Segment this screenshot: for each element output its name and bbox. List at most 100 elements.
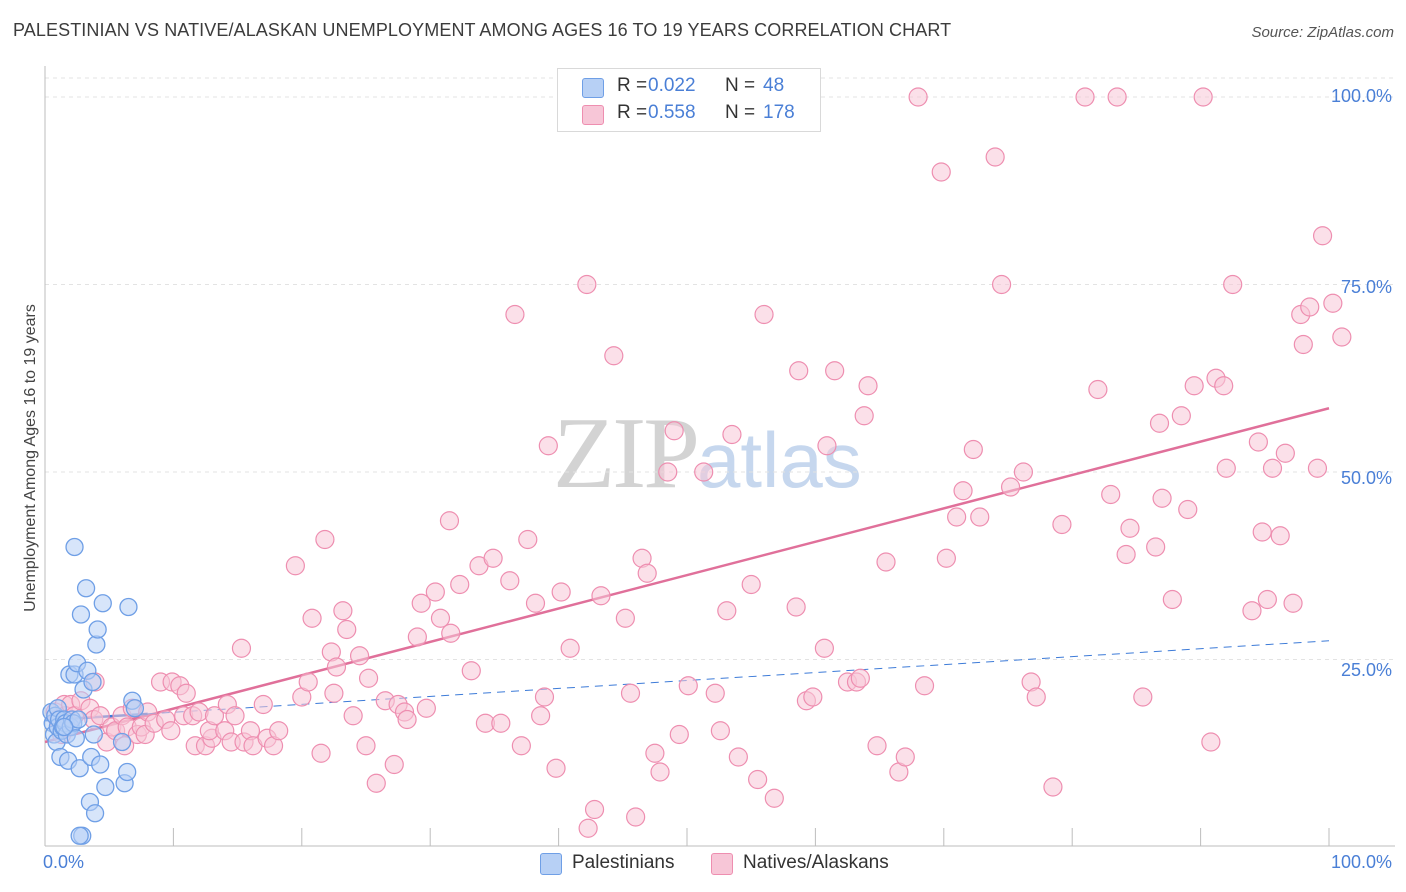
- natives-point: [953, 481, 973, 501]
- natives-point: [531, 706, 551, 726]
- natives-point: [678, 676, 698, 696]
- natives-point: [356, 736, 376, 756]
- palestinians-point: [66, 729, 85, 748]
- palestinians-point: [119, 597, 138, 617]
- natives-point: [1293, 334, 1313, 355]
- palestinians-point: [71, 605, 91, 624]
- natives-point: [1178, 499, 1198, 520]
- bottom-legend-swatch-palestinians: [540, 853, 562, 875]
- palestinians-point: [55, 717, 74, 737]
- natives-point: [1216, 458, 1236, 478]
- natives-point: [311, 743, 331, 763]
- natives-point: [231, 638, 252, 658]
- natives-point: [430, 608, 451, 628]
- natives-point: [1075, 87, 1095, 107]
- correlation-legend: R = 0.022 N = 48 R = 0.558 N = 178: [557, 68, 821, 132]
- natives-point: [876, 552, 896, 572]
- x-tick-label-0: 0.0%: [43, 852, 85, 872]
- natives-point: [225, 706, 245, 726]
- natives-point: [366, 773, 386, 793]
- natives-point: [895, 747, 915, 767]
- natives-point: [754, 304, 774, 325]
- natives-point: [253, 694, 273, 715]
- natives-point: [814, 638, 834, 658]
- natives-point: [384, 754, 404, 775]
- natives-point: [90, 706, 110, 726]
- palestinians-point: [88, 620, 107, 639]
- palestinians-point: [93, 594, 112, 613]
- natives-point: [491, 713, 511, 733]
- natives-point: [534, 687, 555, 707]
- natives-point: [936, 548, 956, 568]
- natives-point: [854, 406, 874, 426]
- palestinians-point: [70, 826, 89, 845]
- source-label: Source: ZipAtlas.com: [1251, 24, 1394, 41]
- legend-r-value: 0.022: [648, 75, 696, 96]
- natives-point: [620, 683, 641, 703]
- natives-point: [411, 593, 431, 613]
- natives-point: [337, 619, 357, 640]
- natives-point: [333, 601, 353, 621]
- natives-point: [397, 709, 417, 730]
- natives-point: [615, 608, 635, 628]
- legend-n-value: 178: [763, 102, 795, 123]
- natives-point: [664, 421, 684, 441]
- natives-point: [650, 762, 670, 782]
- y-axis-label: Unemployment Among Ages 16 to 19 years: [22, 304, 39, 612]
- palestinians-point: [84, 725, 103, 744]
- natives-point: [1312, 226, 1333, 246]
- natives-point: [604, 346, 624, 366]
- bottom-legend-label-natives: Natives/Alaskans: [743, 852, 889, 873]
- natives-point: [483, 548, 503, 568]
- natives-point: [1013, 462, 1034, 482]
- legend-r-label: R =: [617, 102, 648, 123]
- natives-point: [1088, 379, 1108, 400]
- natives-point: [669, 724, 689, 745]
- natives-point: [439, 511, 460, 531]
- natives-point: [1223, 274, 1243, 295]
- palestinians-point: [76, 579, 96, 598]
- natives-point: [1000, 477, 1021, 497]
- natives-point: [1149, 413, 1170, 433]
- y-tick-label-100: 100.0%: [1330, 86, 1392, 106]
- natives-point: [786, 597, 806, 617]
- natives-point: [1323, 293, 1343, 313]
- natives-point: [931, 162, 951, 182]
- natives-point: [694, 462, 714, 482]
- natives-point: [1133, 687, 1153, 707]
- natives-point: [584, 799, 605, 820]
- natives-point: [1257, 589, 1277, 610]
- natives-point: [326, 657, 347, 677]
- palestinians-trend-line-dashed: [147, 640, 1330, 715]
- natives-point: [748, 769, 768, 790]
- legend-n-label: N =: [725, 75, 756, 96]
- palestinians-point: [118, 762, 137, 782]
- natives-point: [302, 608, 322, 628]
- natives-point: [1101, 484, 1121, 505]
- natives-point: [1283, 593, 1303, 613]
- natives-point: [161, 721, 181, 741]
- palestinians-point: [85, 804, 105, 823]
- natives-point: [518, 529, 538, 550]
- natives-point: [407, 627, 427, 647]
- legend-swatch-natives: [582, 105, 604, 125]
- bottom-legend-label-palestinians: Palestinians: [572, 852, 675, 873]
- watermark-zip: ZIP: [553, 397, 700, 510]
- natives-point: [1214, 376, 1234, 396]
- natives-point: [764, 788, 784, 808]
- natives-point: [867, 736, 887, 756]
- natives-point: [578, 818, 598, 838]
- natives-point: [908, 87, 928, 107]
- natives-point: [1116, 544, 1136, 565]
- natives-point: [560, 638, 580, 658]
- natives-point: [1193, 87, 1213, 107]
- natives-point: [1201, 732, 1221, 752]
- natives-point: [626, 807, 646, 827]
- palestinians-point: [70, 759, 89, 778]
- natives-trend-line: [44, 407, 1330, 744]
- natives-point: [645, 743, 665, 763]
- legend-n-label: N =: [725, 102, 756, 123]
- natives-point: [1146, 537, 1166, 557]
- natives-point: [1275, 443, 1295, 463]
- natives-point: [298, 672, 318, 692]
